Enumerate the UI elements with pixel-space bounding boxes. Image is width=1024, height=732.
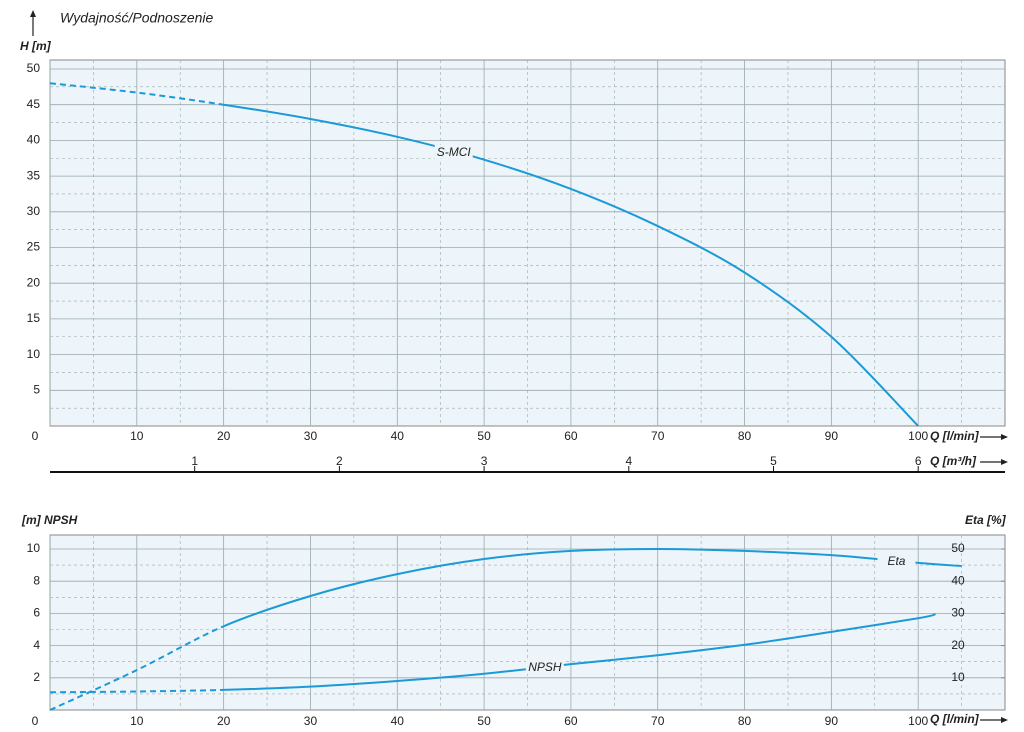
label-gap <box>877 553 916 568</box>
label-gap <box>434 144 473 159</box>
x-tick-label: 50 <box>477 714 491 728</box>
x2-tick-label: 3 <box>481 454 488 468</box>
x2-tick-label: 4 <box>625 454 632 468</box>
x2-tick-label: 1 <box>191 454 198 468</box>
x-axis-label: Q [l/min] <box>930 712 980 726</box>
axis-arrow-head <box>1001 459 1008 465</box>
y-tick-label: 2 <box>33 670 40 684</box>
x2-tick-label: 2 <box>336 454 343 468</box>
y-tick-label: 15 <box>27 311 41 325</box>
y-tick-label: 40 <box>27 133 41 147</box>
x-tick-label: 40 <box>391 429 405 443</box>
curve-extrapolated <box>49 625 225 711</box>
y2-tick-label: 20 <box>951 638 965 652</box>
x2-tick-label: 6 <box>915 454 922 468</box>
x-tick-label: 20 <box>217 429 231 443</box>
y-tick-label: 8 <box>33 573 40 587</box>
y2-tick-label: 10 <box>951 670 965 684</box>
y-tick-label: 6 <box>33 606 40 620</box>
x2-axis-label: Q [m³/h] <box>930 454 977 468</box>
y-tick-label: 10 <box>27 541 41 555</box>
x-tick-label: 0 <box>32 429 39 443</box>
y-tick-label: 25 <box>27 240 41 254</box>
curve <box>223 103 919 427</box>
label-gap <box>525 660 564 675</box>
x-tick-label: 10 <box>130 714 144 728</box>
x-tick-label: 30 <box>304 429 318 443</box>
x2-tick-label: 5 <box>770 454 777 468</box>
axis-arrow-head <box>1001 717 1008 723</box>
x-tick-label: 90 <box>825 429 839 443</box>
x-axis-label: Q [l/min] <box>930 429 980 443</box>
x-tick-label: 30 <box>304 714 318 728</box>
y-tick-label: 10 <box>27 347 41 361</box>
axis-arrow-head <box>1001 434 1008 440</box>
y2-tick-label: 40 <box>951 573 965 587</box>
x-tick-label: 80 <box>738 714 752 728</box>
x-tick-label: 100 <box>908 429 928 443</box>
x-tick-label: 90 <box>825 714 839 728</box>
x-tick-label: 10 <box>130 429 144 443</box>
x-tick-label: 70 <box>651 429 665 443</box>
x-tick-label: 100 <box>908 714 928 728</box>
chart-title: Wydajność/Podnoszenie <box>60 10 214 26</box>
curve <box>223 547 962 628</box>
axis-arrow-head <box>30 10 36 17</box>
y-axis-label: [m] NPSH <box>21 513 78 527</box>
y2-axis-label: Eta [%] <box>965 513 1007 527</box>
curve-label: S-MCI <box>437 145 472 159</box>
y-tick-label: 45 <box>27 97 41 111</box>
curve-label: Eta <box>887 554 905 568</box>
x-tick-label: 60 <box>564 429 578 443</box>
y-tick-label: 4 <box>33 638 40 652</box>
y-tick-label: 5 <box>33 382 40 396</box>
x-tick-label: 60 <box>564 714 578 728</box>
x-tick-label: 20 <box>217 714 231 728</box>
x-tick-label: 50 <box>477 429 491 443</box>
y2-tick-label: 30 <box>951 606 965 620</box>
x-tick-label: 70 <box>651 714 665 728</box>
y-tick-label: 30 <box>27 204 41 218</box>
curve-label: NPSH <box>528 660 562 674</box>
y-tick-label: 35 <box>27 168 41 182</box>
y-tick-label: 50 <box>27 61 41 75</box>
x-tick-label: 0 <box>32 714 39 728</box>
y-axis-label: H [m] <box>20 39 52 53</box>
y2-tick-label: 50 <box>951 541 965 555</box>
curve <box>223 613 936 691</box>
x-tick-label: 40 <box>391 714 405 728</box>
x-tick-label: 80 <box>738 429 752 443</box>
y-tick-label: 20 <box>27 275 41 289</box>
